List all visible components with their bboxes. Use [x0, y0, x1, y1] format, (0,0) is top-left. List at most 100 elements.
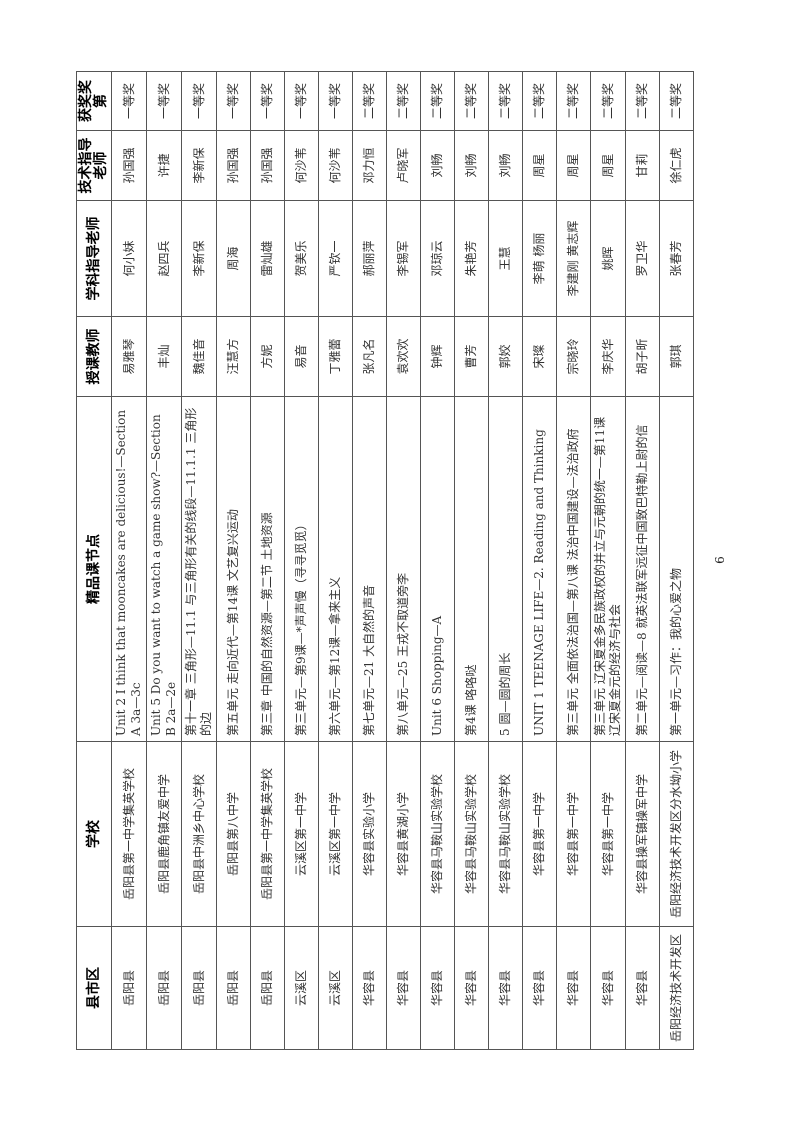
- cell-district: 华容县: [522, 926, 557, 1050]
- table-row: 华容县 华容县马鞍山实验学校 第4课 咯咯哒 曹芳 朱艳芳 刘畅 二等奖: [454, 71, 489, 1050]
- cell-district: 华容县: [590, 926, 626, 1050]
- table-row: 岳阳县 岳阳县中洲乡中心学校 第十一章 三角形—11.1 与三角形有关的线段—11.…: [181, 71, 217, 1050]
- cell-subject-advisor: 李新保: [181, 200, 217, 317]
- cell-award: 二等奖: [625, 71, 660, 131]
- cell-district: 华容县: [625, 926, 660, 1050]
- cell-teacher: 张凡名: [352, 316, 387, 397]
- header-teacher: 授课教师: [76, 316, 112, 397]
- cell-lesson: UNIT 1 TEENAGE LIFE—2. Reading and Think…: [522, 396, 557, 742]
- cell-lesson: 第一单元—习作：我的心爱之物: [659, 396, 694, 742]
- cell-lesson: 5 圆—圆的周长: [488, 396, 523, 742]
- table-row: 岳阳县 岳阳县鹿角镇友爱中学 Unit 5 Do you want to watch…: [146, 71, 182, 1050]
- cell-teacher: 易音: [284, 316, 319, 397]
- table-row: 华容县 华容县第一中学 第三单元 全面依法治国—第八课 法治中国建设—法治政府 宗晓玲…: [556, 71, 591, 1050]
- cell-subject-advisor: 张春芳: [659, 200, 694, 317]
- cell-subject-advisor: 朱艳芳: [454, 200, 489, 317]
- cell-award: 二等奖: [590, 71, 626, 131]
- cell-district: 华容县: [420, 926, 455, 1050]
- table-row: 华容县 华容县实验小学 第七单元—21 大自然的声音 张凡名 郝丽萍 邓力恒 二等奖: [352, 71, 387, 1050]
- cell-district: 云溪区: [284, 926, 319, 1050]
- cell-subject-advisor: 姚晖: [590, 200, 626, 317]
- cell-award: 一等奖: [250, 71, 285, 131]
- cell-tech-advisor: 何沙苇: [318, 130, 353, 201]
- header-school: 学校: [76, 741, 112, 927]
- cell-award: 二等奖: [488, 71, 523, 131]
- cell-teacher: 魏佳音: [181, 316, 217, 397]
- table-row: 华容县 华容县操军镇操军中学 第二单元—阅读—8 就英法联军远征中国致巴特勒上尉的信…: [625, 71, 660, 1050]
- header-district: 县市区: [76, 926, 112, 1050]
- table-row: 华容县 华容县马鞍山实验学校 5 圆—圆的周长 郭姣 王慧 刘畅 二等奖: [488, 71, 523, 1050]
- cell-lesson: Unit 5 Do you want to watch a game show?…: [146, 396, 182, 742]
- table-body: 岳阳县 岳阳县第一中学集英学校 Unit 2 I think that moonca…: [111, 71, 694, 1050]
- cell-tech-advisor: 徐仁虎: [659, 130, 694, 201]
- cell-school: 岳阳县中洲乡中心学校: [181, 741, 217, 927]
- cell-school: 岳阳经济技术开发区分水坳小学: [659, 741, 694, 927]
- cell-teacher: 李庆华: [590, 316, 626, 397]
- cell-subject-advisor: 李锡军: [386, 200, 421, 317]
- cell-teacher: 钟辉: [420, 316, 455, 397]
- cell-school: 华容县马鞍山实验学校: [488, 741, 523, 927]
- cell-award: 二等奖: [420, 71, 455, 131]
- table-header-row: 县市区 学校 精品课节点 授课教师 学科指导老师 技术指导老师 获奖奖第: [76, 71, 112, 1050]
- header-lesson: 精品课节点: [76, 396, 112, 742]
- cell-teacher: 宋璨: [522, 316, 557, 397]
- cell-award: 一等奖: [181, 71, 217, 131]
- cell-award: 二等奖: [386, 71, 421, 131]
- cell-tech-advisor: 邓力恒: [352, 130, 387, 201]
- cell-school: 云溪区第一中学: [318, 741, 353, 927]
- cell-award: 一等奖: [284, 71, 319, 131]
- cell-teacher: 丰灿: [146, 316, 182, 397]
- cell-award: 一等奖: [111, 71, 147, 131]
- cell-subject-advisor: 罗卫华: [625, 200, 660, 317]
- cell-award: 一等奖: [318, 71, 353, 131]
- cell-award: 二等奖: [454, 71, 489, 131]
- cell-tech-advisor: 许捷: [146, 130, 182, 201]
- header-tech-advisor: 技术指导老师: [76, 130, 112, 201]
- cell-tech-advisor: 何沙苇: [284, 130, 319, 201]
- cell-district: 岳阳经济技术开发区: [659, 926, 694, 1050]
- cell-tech-advisor: 周星: [556, 130, 591, 201]
- cell-tech-advisor: 孙国强: [111, 130, 147, 201]
- cell-award: 一等奖: [216, 71, 251, 131]
- cell-subject-advisor: 何小妹: [111, 200, 147, 317]
- cell-teacher: 易雅琴: [111, 316, 147, 397]
- table-row: 岳阳经济技术开发区 岳阳经济技术开发区分水坳小学 第一单元—习作：我的心爱之物 郭琪张…: [659, 71, 694, 1050]
- cell-school: 云溪区第一中学: [284, 741, 319, 927]
- cell-school: 岳阳县第一中学集英学校: [111, 741, 147, 927]
- cell-district: 华容县: [352, 926, 387, 1050]
- cell-lesson: 第五单元 走向近代—第14课 文艺复兴运动: [216, 396, 251, 742]
- cell-district: 岳阳县: [181, 926, 217, 1050]
- table-row: 云溪区 云溪区第一中学 第三单元—第9课—*声声慢（寻寻觅觅） 易音 贺美乐 何沙苇 一等奖: [284, 71, 319, 1050]
- cell-subject-advisor: 郝丽萍: [352, 200, 387, 317]
- cell-teacher: 方妮: [250, 316, 285, 397]
- cell-tech-advisor: 刘畅: [454, 130, 489, 201]
- cell-school: 华容县第一中学: [556, 741, 591, 927]
- cell-subject-advisor: 雷灿雄: [250, 200, 285, 317]
- header-award: 获奖奖第: [76, 71, 112, 131]
- cell-award: 二等奖: [522, 71, 557, 131]
- cell-subject-advisor: 严钦一: [318, 200, 353, 317]
- table-row: 岳阳县 岳阳县第八中学 第五单元 走向近代—第14课 文艺复兴运动 汪慧方 周海 孙国强一…: [216, 71, 251, 1050]
- table-row: 华容县 华容县第一中学 第三单元 辽宋夏金多民族政权的并立与元朝的统一—第11课 辽…: [590, 71, 626, 1050]
- cell-school: 华容县第一中学: [590, 741, 626, 927]
- cell-tech-advisor: 卢晓军: [386, 130, 421, 201]
- cell-school: 华容县第一中学: [522, 741, 557, 927]
- table-row: 云溪区 云溪区第一中学 第六单元—第12课—拿来主义 丁雅蕾 严钦一 何沙苇 一等奖: [318, 71, 353, 1050]
- cell-tech-advisor: 周星: [522, 130, 557, 201]
- cell-award: 二等奖: [352, 71, 387, 131]
- cell-subject-advisor: 李萌 杨丽: [522, 200, 557, 317]
- cell-lesson: 第4课 咯咯哒: [454, 396, 489, 742]
- cell-teacher: 袁欢欢: [386, 316, 421, 397]
- cell-lesson: 第八单元—25 王戎不取道旁李: [386, 396, 421, 742]
- cell-district: 岳阳县: [111, 926, 147, 1050]
- cell-lesson: 第三章 中国的自然资源—第二节 土地资源: [250, 396, 285, 742]
- cell-subject-advisor: 李建刚 黄志辉: [556, 200, 591, 317]
- cell-lesson: 第二单元—阅读—8 就英法联军远征中国致巴特勒上尉的信: [625, 396, 660, 742]
- cell-lesson: 第十一章 三角形—11.1 与三角形有关的线段—11.1.1 三角形的边: [181, 396, 217, 742]
- cell-award: 二等奖: [659, 71, 694, 131]
- cell-district: 云溪区: [318, 926, 353, 1050]
- table-row: 岳阳县 岳阳县第一中学集英学校 第三章 中国的自然资源—第二节 土地资源 方妮 雷灿雄孙…: [250, 71, 285, 1050]
- cell-teacher: 宗晓玲: [556, 316, 591, 397]
- awards-table-container: 县市区 学校 精品课节点 授课教师 学科指导老师 技术指导老师 获奖奖第 岳阳县 岳阳县第一中…: [76, 71, 694, 1050]
- cell-tech-advisor: 李新保: [181, 130, 217, 201]
